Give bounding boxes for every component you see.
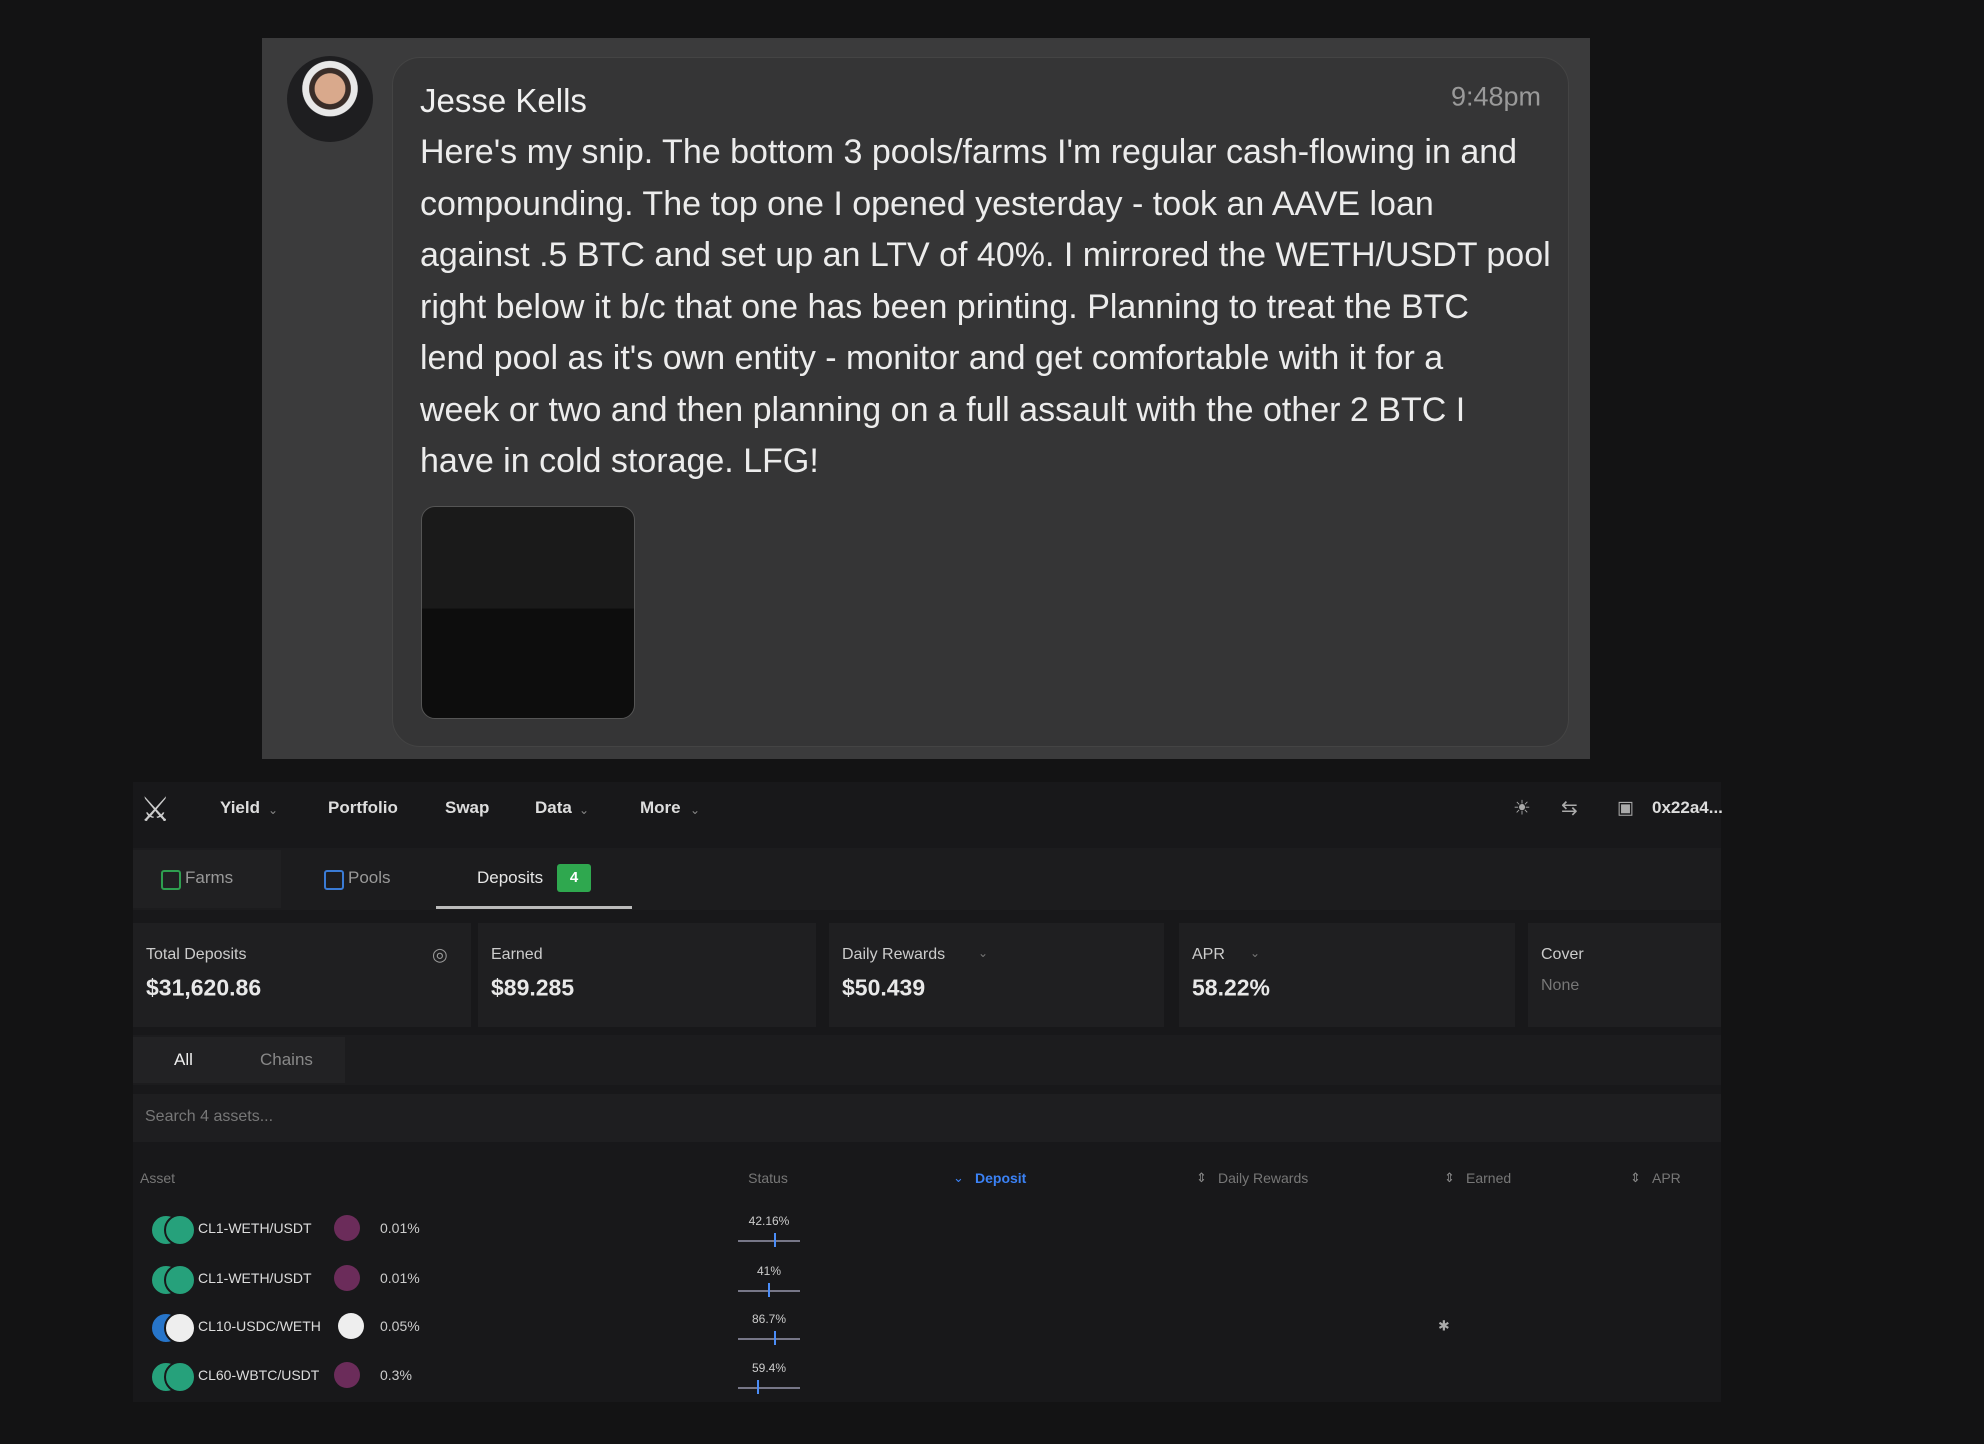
fee-tier: 0.01% bbox=[380, 1220, 420, 1236]
stat-label: Daily Rewards bbox=[842, 946, 946, 963]
filter-bar bbox=[133, 1035, 1721, 1085]
tab-underline bbox=[436, 906, 632, 909]
wallet-address[interactable]: 0x22a4... bbox=[1652, 798, 1723, 817]
stat-value: 58.22% bbox=[1192, 974, 1271, 1001]
nav-chevron: ⌄ bbox=[268, 803, 279, 817]
message-line: lend pool as it's own entity - monitor a… bbox=[420, 339, 1444, 377]
tab[interactable]: Pools bbox=[348, 868, 391, 887]
settings-icon[interactable]: ⇆ bbox=[1561, 797, 1578, 820]
tab-farms-bg bbox=[133, 850, 281, 908]
status-label: 41% bbox=[756, 1264, 782, 1278]
filter[interactable]: All bbox=[174, 1050, 193, 1069]
asset-name[interactable]: CL1-WETH/USDT bbox=[198, 1270, 312, 1286]
tab-bar bbox=[133, 848, 1721, 910]
stat-label: Total Deposits bbox=[146, 946, 247, 963]
logo: ⚔ bbox=[140, 791, 171, 829]
status-marker bbox=[774, 1331, 776, 1345]
nav-item[interactable]: More bbox=[640, 798, 681, 817]
stat-card bbox=[829, 923, 1164, 1027]
stat-label: Earned bbox=[491, 946, 543, 963]
stat-card bbox=[133, 923, 471, 1027]
column-header[interactable]: APR bbox=[1652, 1170, 1681, 1186]
stat-chevron[interactable]: ⌄ bbox=[1250, 946, 1261, 960]
stat-label: Cover bbox=[1541, 946, 1584, 963]
message-time: 9:48pm bbox=[1450, 81, 1541, 112]
column-header[interactable]: Deposit bbox=[975, 1170, 1027, 1186]
status-marker bbox=[757, 1380, 759, 1394]
status-marker bbox=[774, 1233, 776, 1247]
status-label: 86.7% bbox=[751, 1312, 787, 1326]
sort-icon[interactable]: ⇕ bbox=[1630, 1170, 1641, 1185]
message-line: week or two and then planning on a full … bbox=[420, 390, 1466, 429]
asset-name[interactable]: CL60-WBTC/USDT bbox=[198, 1367, 320, 1383]
stat-card bbox=[1179, 923, 1515, 1027]
column-header[interactable]: Earned bbox=[1466, 1170, 1512, 1186]
fee-tier: 0.01% bbox=[380, 1270, 420, 1286]
stat-value: None bbox=[1541, 977, 1580, 994]
column-header: Status bbox=[748, 1170, 788, 1186]
fee-icon bbox=[334, 1215, 360, 1241]
filter[interactable]: Chains bbox=[260, 1050, 313, 1069]
search-box[interactable] bbox=[133, 1094, 1721, 1142]
fee-icon bbox=[338, 1313, 364, 1339]
theme-icon[interactable]: ☀ bbox=[1513, 797, 1531, 820]
nav-item[interactable]: Yield bbox=[220, 798, 260, 817]
author-name: Jesse Kells bbox=[420, 82, 587, 119]
message-line: have in cold storage. LFG! bbox=[420, 442, 819, 480]
asset-icon bbox=[164, 1214, 196, 1246]
earned-dot: ✱ bbox=[1438, 1317, 1450, 1334]
fee-tier: 0.3% bbox=[380, 1367, 412, 1383]
status-bar bbox=[738, 1240, 800, 1242]
asset-name[interactable]: CL1-WETH/USDT bbox=[198, 1220, 312, 1236]
fee-icon bbox=[334, 1362, 360, 1388]
status-label: 59.4% bbox=[751, 1361, 787, 1375]
stat-card bbox=[1528, 923, 1721, 1027]
stat-label: APR bbox=[1192, 946, 1225, 963]
status-bar bbox=[738, 1338, 800, 1340]
status-bar bbox=[738, 1387, 800, 1389]
stat-card bbox=[478, 923, 816, 1027]
stat-value: $89.285 bbox=[491, 974, 575, 1001]
attachment-thumbnail bbox=[421, 506, 635, 719]
search-placeholder[interactable]: Search 4 assets... bbox=[145, 1108, 274, 1125]
nav-chevron: ⌄ bbox=[579, 803, 590, 817]
stat-chevron[interactable]: ⌄ bbox=[978, 946, 989, 960]
sort-icon[interactable]: ⌄ bbox=[953, 1170, 964, 1185]
message-line: compounding. The top one I opened yester… bbox=[420, 184, 1434, 223]
asset-icon bbox=[164, 1361, 196, 1393]
asset-icon bbox=[164, 1264, 196, 1296]
fee-icon bbox=[334, 1265, 360, 1291]
message-text: Here's my snip. The bottom 3 pools/farms… bbox=[420, 127, 1551, 488]
asset-icon bbox=[164, 1312, 196, 1344]
column-header[interactable]: Daily Rewards bbox=[1218, 1170, 1309, 1186]
tab-badge: 4 bbox=[557, 864, 591, 892]
avatar bbox=[287, 56, 373, 142]
wallet-icon[interactable]: ▣ bbox=[1617, 797, 1635, 818]
stat-value: $31,620.86 bbox=[146, 974, 262, 1001]
filter-group bbox=[133, 1037, 345, 1083]
sort-icon[interactable]: ⇕ bbox=[1196, 1170, 1207, 1185]
asset-name[interactable]: CL10-USDC/WETH bbox=[198, 1318, 321, 1334]
tab[interactable]: Farms bbox=[185, 868, 234, 887]
message-line: right below it b/c that one has been pri… bbox=[420, 287, 1469, 326]
nav-item[interactable]: Portfolio bbox=[328, 798, 398, 817]
fee-tier: 0.05% bbox=[380, 1318, 420, 1334]
tab[interactable]: Deposits bbox=[477, 868, 544, 887]
nav-chevron: ⌄ bbox=[690, 803, 701, 817]
status-label: 42.16% bbox=[748, 1214, 790, 1228]
status-marker bbox=[768, 1283, 770, 1297]
stat-value: $50.439 bbox=[842, 974, 926, 1001]
tab-icon bbox=[161, 870, 181, 890]
tab-icon bbox=[324, 870, 344, 890]
sort-icon[interactable]: ⇕ bbox=[1444, 1170, 1455, 1185]
message-line: Here's my snip. The bottom 3 pools/farms… bbox=[420, 133, 1518, 171]
column-header: Asset bbox=[140, 1170, 176, 1186]
nav-item[interactable]: Swap bbox=[445, 798, 490, 817]
eye-icon[interactable]: ◎ bbox=[432, 944, 448, 965]
message-line: against .5 BTC and set up an LTV of 40%.… bbox=[420, 236, 1551, 274]
nav-item[interactable]: Data bbox=[535, 798, 572, 817]
